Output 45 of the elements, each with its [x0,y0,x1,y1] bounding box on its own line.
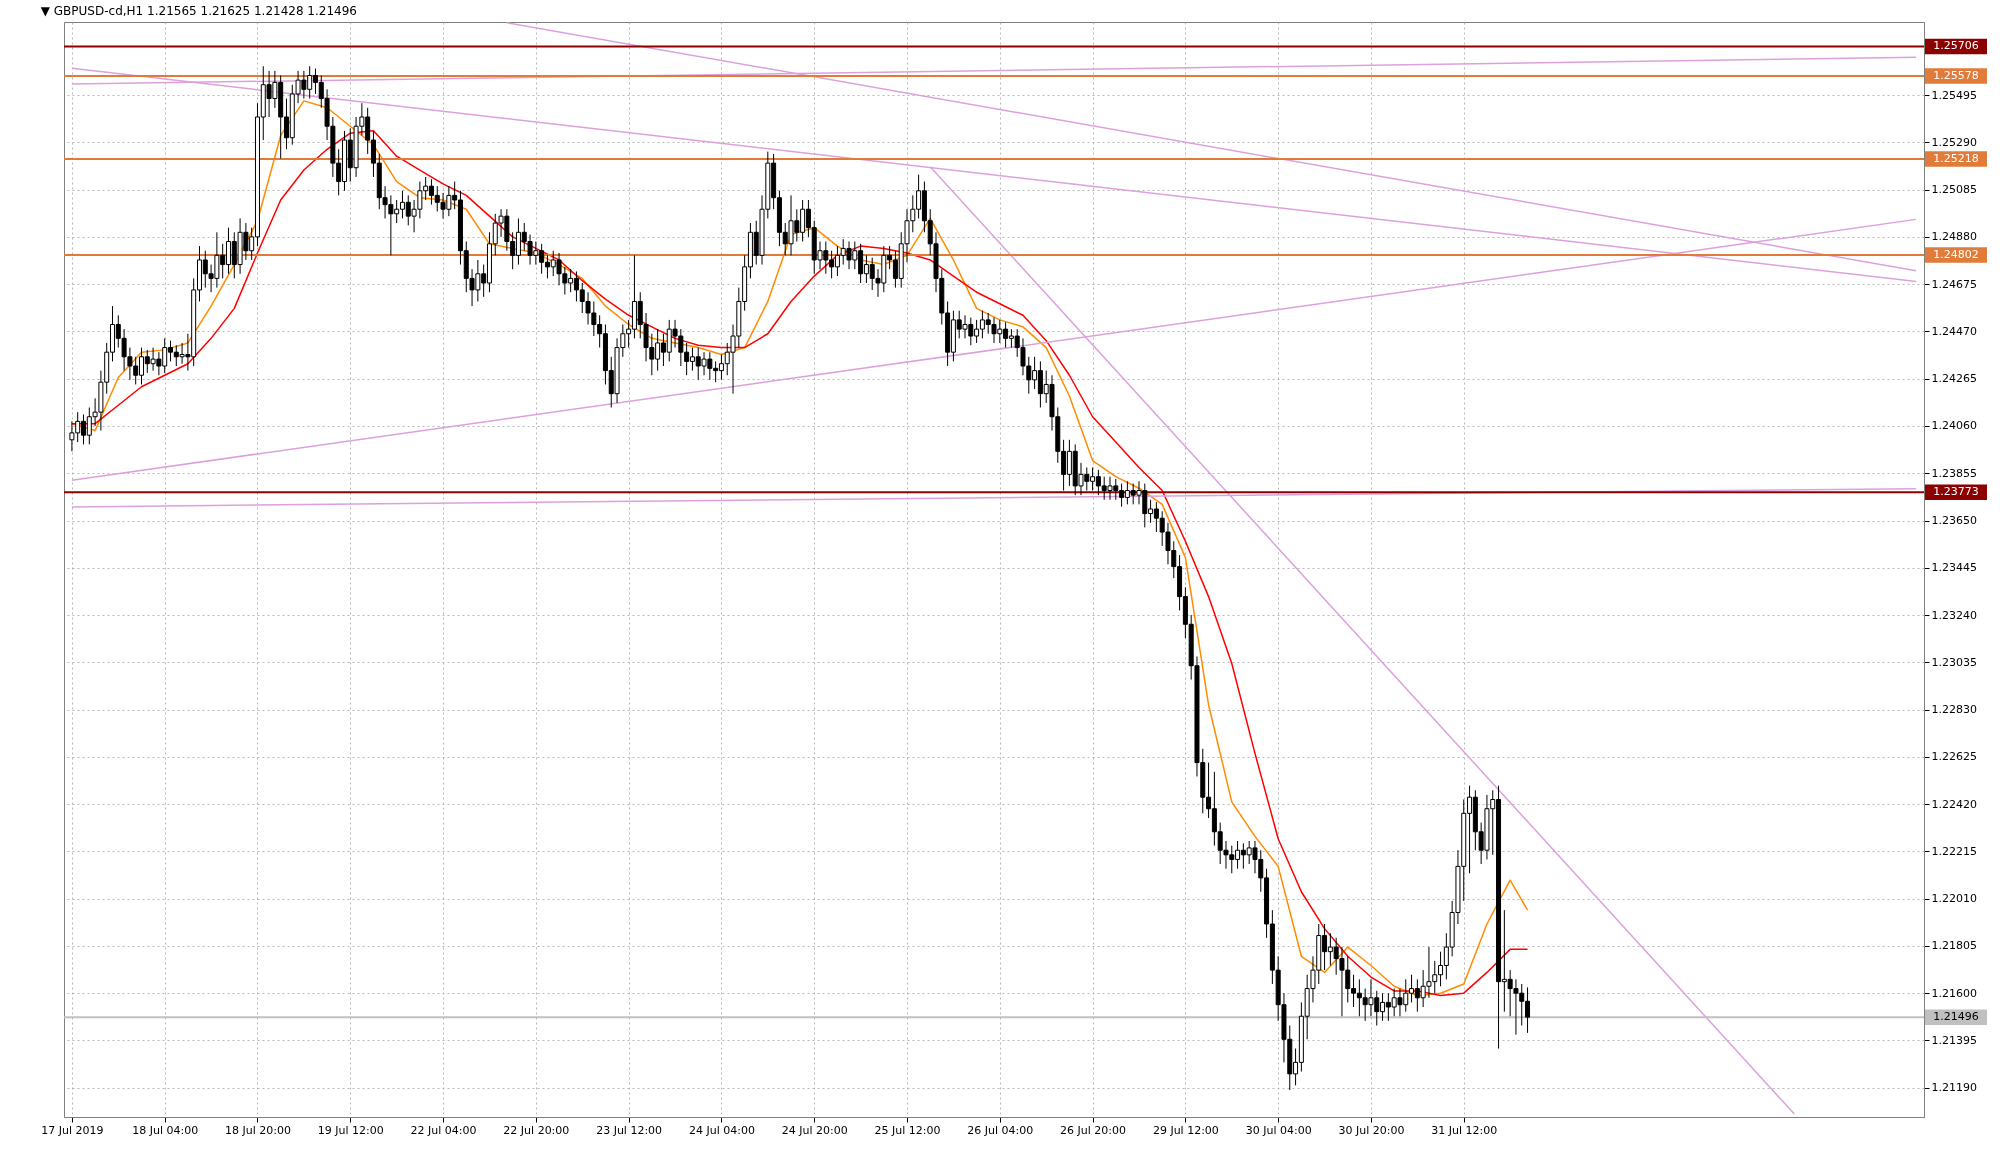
y-tick-label: 1.21805 [1931,939,1977,953]
y-tick-label: 1.25290 [1931,135,1977,149]
y-tick-label: 1.25085 [1931,183,1977,197]
x-tick-label: 31 Jul 12:00 [1431,1123,1498,1137]
ref-line-label: 1.23773 [1933,485,1979,499]
y-tick-label: 1.21395 [1931,1033,1977,1047]
ref-line-label: 1.25706 [1933,39,1979,53]
x-tick-label: 26 Jul 20:00 [1060,1123,1127,1137]
ref-line-label: 1.25218 [1933,151,1979,165]
x-tick-label: 22 Jul 04:00 [410,1123,477,1137]
y-tick-label: 1.24675 [1931,277,1977,291]
y-tick-label: 1.23855 [1931,466,1977,480]
y-tick-label: 1.24470 [1931,324,1977,338]
ref-line-label: 1.21496 [1933,1010,1979,1024]
x-tick-label: 18 Jul 20:00 [225,1123,291,1137]
ref-line-label: 1.24802 [1933,247,1979,261]
y-tick-label: 1.24265 [1931,372,1977,386]
y-tick-label: 1.23035 [1931,655,1977,669]
y-tick-label: 1.24060 [1931,419,1977,433]
x-tick-label: 30 Jul 20:00 [1338,1123,1405,1137]
y-tick-label: 1.22010 [1931,892,1977,906]
y-tick-label: 1.23445 [1931,561,1977,575]
chart-title: ▼ GBPUSD-cd,H1 1.21565 1.21625 1.21428 1.21496 [40,4,357,18]
x-tick-label: 18 Jul 04:00 [132,1123,199,1137]
x-tick-label: 24 Jul 20:00 [781,1123,848,1137]
y-tick-label: 1.21190 [1931,1081,1977,1095]
x-tick-label: 24 Jul 04:00 [688,1123,755,1137]
x-tick-label: 23 Jul 12:00 [596,1123,663,1137]
x-tick-label: 30 Jul 04:00 [1245,1123,1312,1137]
x-tick-label: 22 Jul 20:00 [503,1123,570,1137]
y-tick-label: 1.24880 [1931,230,1977,244]
y-tick-label: 1.22625 [1931,750,1977,764]
x-tick-label: 26 Jul 04:00 [967,1123,1034,1137]
y-tick-label: 1.22830 [1931,703,1977,717]
y-tick-label: 1.25495 [1931,88,1977,102]
x-tick-label: 19 Jul 12:00 [317,1123,384,1137]
y-tick-label: 1.21600 [1931,986,1977,1000]
y-tick-label: 1.22420 [1931,797,1977,811]
y-tick-label: 1.23650 [1931,514,1977,527]
y-tick-label: 1.22215 [1931,844,1977,858]
ref-line-label: 1.25578 [1933,68,1979,82]
x-tick-label: 25 Jul 12:00 [874,1123,941,1137]
x-tick-label: 29 Jul 12:00 [1152,1123,1219,1137]
x-tick-label: 17 Jul 2019 [41,1123,104,1137]
y-tick-label: 1.23240 [1931,608,1977,622]
